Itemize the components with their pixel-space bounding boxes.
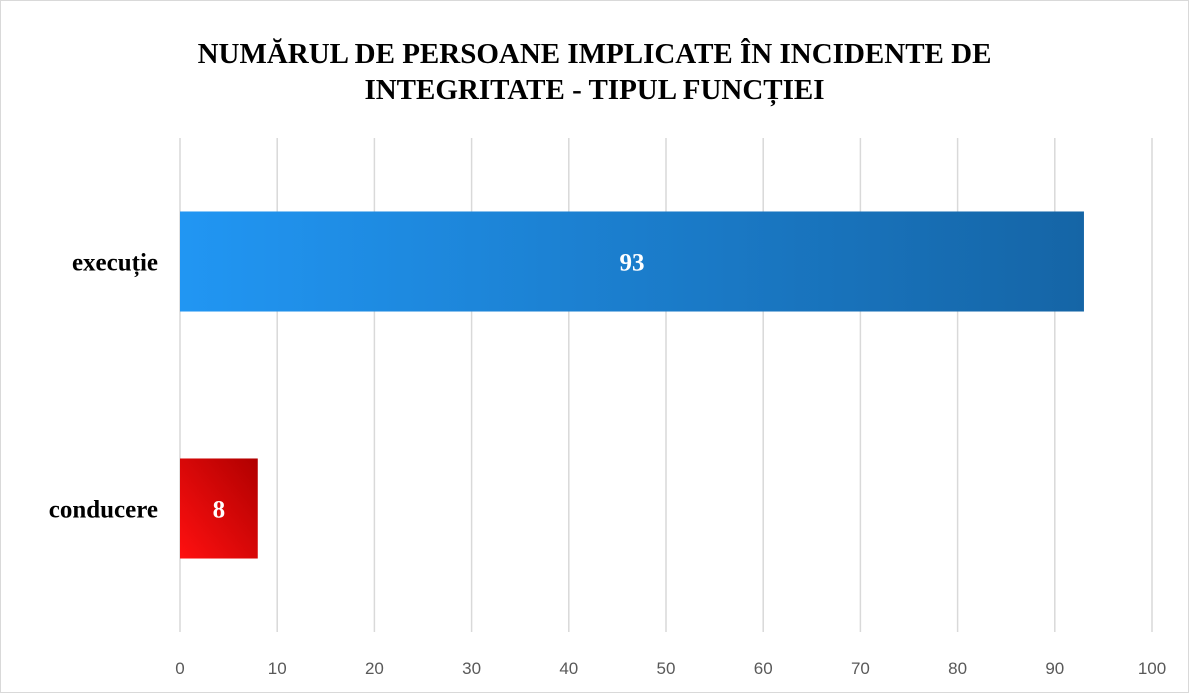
chart-title: NUMĂRUL DE PERSOANE IMPLICATE ÎN INCIDEN…: [0, 36, 1189, 108]
category-label-1: conducere: [49, 497, 158, 524]
x-tick-label: 70: [851, 659, 870, 678]
x-tick-label: 20: [365, 659, 384, 678]
x-tick-label: 80: [948, 659, 967, 678]
chart-title-line-1: NUMĂRUL DE PERSOANE IMPLICATE ÎN INCIDEN…: [197, 38, 992, 70]
bar-1: [180, 458, 258, 559]
bars: 93 8: [180, 211, 1084, 559]
x-tick-label: 100: [1138, 659, 1166, 678]
x-axis-tick-labels: 0 10 20 30 40 50 60 70 80 90 100: [175, 659, 1166, 678]
x-tick-label: 30: [462, 659, 481, 678]
bar-0: [180, 211, 1084, 312]
data-label-1: 8: [213, 497, 226, 524]
x-tick-label: 60: [754, 659, 773, 678]
x-tick-label: 40: [559, 659, 578, 678]
category-labels: execuție conducere: [49, 250, 158, 524]
x-tick-label: 10: [268, 659, 287, 678]
chart-title-line-2: INTEGRITATE - TIPUL FUNCȚIEI: [364, 74, 825, 106]
x-tick-label: 50: [657, 659, 676, 678]
x-tick-label: 0: [175, 659, 184, 678]
category-label-0: execuție: [72, 250, 158, 278]
x-tick-label: 90: [1045, 659, 1064, 678]
data-label-0: 93: [619, 250, 644, 277]
